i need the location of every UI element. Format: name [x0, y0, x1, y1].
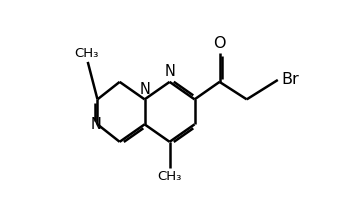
Text: N: N [91, 117, 102, 132]
Text: Br: Br [281, 72, 299, 87]
Text: N: N [139, 82, 150, 97]
Text: O: O [213, 36, 226, 51]
Text: N: N [164, 64, 175, 79]
Text: CH₃: CH₃ [74, 47, 98, 60]
Text: CH₃: CH₃ [158, 170, 182, 183]
